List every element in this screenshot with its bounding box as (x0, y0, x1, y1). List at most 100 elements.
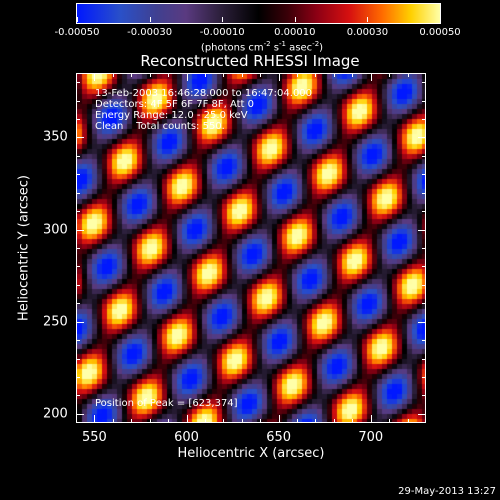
y-tick-label: 200 (43, 406, 68, 422)
y-minor-tick (76, 284, 80, 286)
y-minor-tick (422, 82, 426, 84)
y-tick-left (76, 321, 84, 323)
y-minor-tick (76, 321, 80, 323)
y-tick-left (76, 137, 84, 139)
y-minor-tick (422, 376, 426, 378)
x-tick-label: 550 (81, 430, 107, 445)
x-minor-tick (112, 73, 114, 77)
x-minor-tick (204, 73, 206, 77)
colorbar-tick-label: 0.00010 (274, 27, 316, 38)
overlay-energy-range: Energy Range: 12.0 - 25.0 keV (95, 110, 248, 121)
x-minor-tick (260, 419, 262, 423)
x-minor-tick (223, 73, 225, 77)
y-minor-tick (76, 340, 80, 342)
y-minor-tick (76, 266, 80, 268)
x-axis-title: Heliocentric X (arcsec) (177, 446, 325, 461)
x-minor-tick (333, 73, 335, 77)
y-minor-tick (76, 100, 80, 102)
colorbar-tick (77, 17, 78, 22)
x-minor-tick (389, 419, 391, 423)
y-minor-tick (76, 229, 80, 231)
y-tick-left (76, 413, 84, 415)
colorbar (76, 3, 441, 24)
y-tick-label: 350 (43, 129, 68, 145)
rhessi-image (77, 74, 425, 422)
x-minor-tick (370, 73, 372, 77)
y-minor-tick (422, 413, 426, 415)
y-tick-left (76, 229, 84, 231)
x-minor-tick (186, 73, 188, 77)
x-minor-tick (278, 73, 280, 77)
y-minor-tick (422, 100, 426, 102)
x-minor-tick (131, 73, 133, 77)
colorbar-tick-label: -0.00030 (127, 27, 173, 38)
x-minor-tick (370, 419, 372, 423)
colorbar-tick (440, 17, 441, 22)
y-minor-tick (422, 248, 426, 249)
colorbar-tick-label: -0.00050 (54, 27, 100, 38)
x-minor-tick (389, 73, 391, 77)
colorbar-tick (149, 17, 151, 22)
y-minor-tick (422, 155, 426, 157)
y-minor-tick (76, 82, 80, 84)
overlay-total-counts: Clean Total counts: 550. (95, 121, 225, 132)
x-minor-tick (278, 419, 280, 423)
y-minor-tick (76, 358, 80, 360)
y-minor-tick (422, 229, 426, 231)
y-minor-tick (76, 376, 80, 378)
x-minor-tick (407, 419, 409, 423)
x-minor-tick (149, 73, 151, 77)
y-minor-tick (422, 303, 426, 305)
x-minor-tick (94, 419, 96, 423)
x-minor-tick (297, 73, 299, 77)
colorbar-tick-label: -0.00010 (199, 27, 245, 38)
x-minor-tick (204, 419, 206, 423)
x-minor-tick (131, 419, 133, 423)
y-tick-label: 250 (43, 314, 68, 330)
x-minor-tick (112, 419, 114, 423)
y-minor-tick (422, 174, 426, 176)
x-minor-tick (352, 419, 354, 423)
x-minor-tick (223, 419, 225, 423)
rhessi-image-frame (76, 73, 426, 423)
y-minor-tick (76, 395, 80, 397)
x-tick-top (186, 73, 188, 81)
x-minor-tick (352, 73, 354, 77)
x-tick-label: 600 (174, 430, 199, 445)
x-minor-tick (333, 419, 335, 423)
y-minor-tick (76, 155, 80, 157)
y-minor-tick (76, 413, 80, 415)
x-minor-tick (315, 419, 317, 423)
y-minor-tick (422, 266, 426, 268)
x-minor-tick (241, 419, 243, 423)
y-minor-tick (422, 284, 426, 286)
x-tick-label: 700 (358, 430, 384, 445)
x-minor-tick (149, 419, 151, 423)
x-minor-tick (241, 73, 243, 77)
x-minor-tick (407, 73, 409, 77)
y-minor-tick (76, 174, 80, 176)
x-minor-tick (94, 73, 96, 77)
y-minor-tick (422, 395, 426, 397)
y-minor-tick (422, 192, 426, 194)
y-minor-tick (76, 192, 80, 194)
x-tick-top (94, 73, 96, 81)
y-minor-tick (422, 211, 426, 213)
x-minor-tick (186, 419, 188, 423)
y-minor-tick (76, 248, 80, 249)
y-minor-tick (422, 358, 426, 360)
colorbar-tick (367, 17, 369, 22)
overlay-detectors: Detectors: 4F 5F 6F 7F 8F, Att 0 (95, 99, 255, 110)
colorbar-tick-label: 0.00050 (419, 27, 461, 38)
x-minor-tick (315, 73, 317, 77)
y-minor-tick (422, 119, 426, 121)
y-minor-tick (76, 137, 80, 139)
x-minor-tick (168, 73, 170, 77)
timestamp: 29-May-2013 13:27 (398, 486, 496, 497)
plot-title: Reconstructed RHESSI Image (140, 52, 360, 70)
y-minor-tick (76, 211, 80, 213)
y-minor-tick (422, 321, 426, 323)
y-minor-tick (76, 303, 80, 305)
y-axis-title: Heliocentric Y (arcsec) (16, 175, 32, 321)
x-minor-tick (297, 419, 299, 423)
